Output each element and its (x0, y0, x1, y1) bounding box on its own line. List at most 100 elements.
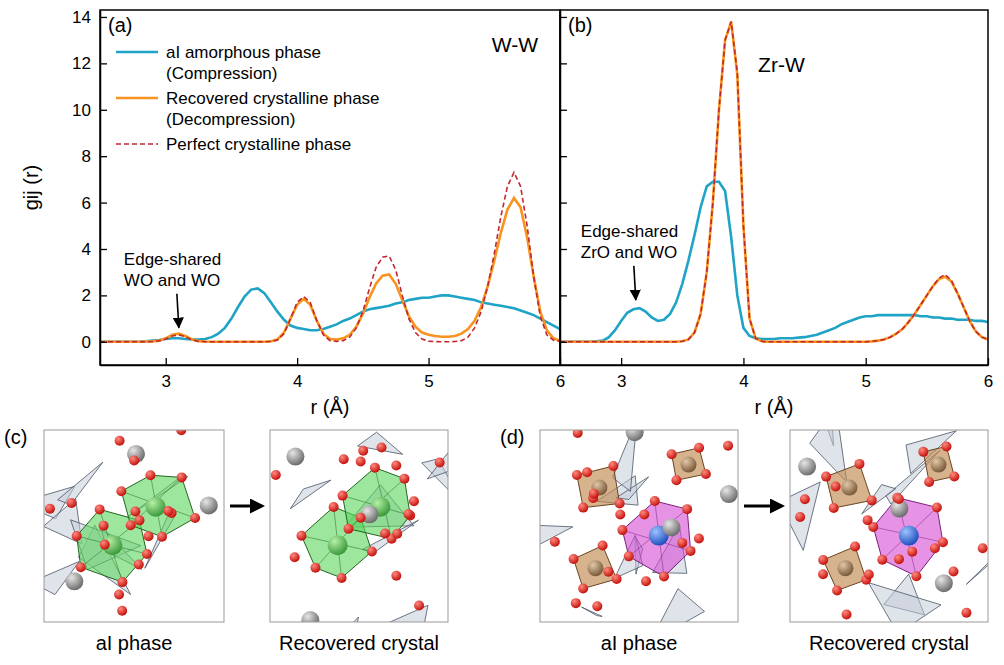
oxygen (177, 472, 187, 482)
y-tick-mark (560, 202, 567, 203)
oxygen (659, 572, 669, 582)
y-tick-mark (560, 295, 567, 296)
axis-line (101, 365, 561, 367)
x-tick-label: 5 (424, 372, 433, 391)
transition-arrow (744, 505, 782, 508)
plot-lines (100, 172, 560, 341)
axis-line (561, 365, 989, 367)
oxygen (377, 442, 387, 452)
background-polyhedron (58, 462, 103, 505)
legend-label: aI amorphous phase(Compression) (166, 43, 321, 83)
y-tick-label: 10 (72, 101, 91, 120)
polyhedron (301, 507, 371, 578)
oxygen (615, 499, 625, 509)
y-tick-label: 14 (72, 8, 91, 27)
oxygen (163, 506, 173, 516)
oxygen (337, 573, 347, 583)
background-polyhedron (790, 482, 820, 550)
x-axis: 3456 (101, 358, 566, 391)
y-tick: 10 (72, 101, 107, 120)
oxygen (310, 563, 320, 573)
y-axis-title: gij (r) (20, 165, 42, 211)
oxygen (854, 459, 864, 469)
oxygen (617, 525, 627, 535)
polyhedron-edge (629, 509, 687, 556)
background-polyhedron (540, 524, 573, 547)
y-tick-mark (560, 110, 567, 111)
x-tick: 4 (739, 358, 748, 391)
x-tick: 3 (617, 358, 626, 391)
cation (200, 496, 218, 514)
y-axis (560, 11, 567, 366)
oxygen (67, 498, 77, 508)
structure-image (540, 430, 738, 622)
oxygen (95, 504, 105, 514)
y-tick: 2 (82, 286, 107, 305)
oxygen (682, 504, 692, 514)
oxygen (550, 537, 560, 547)
oxygen (356, 513, 366, 523)
oxygen (414, 600, 424, 610)
cation (837, 560, 853, 576)
y-tick-label: 2 (82, 286, 91, 305)
oxygen (117, 577, 127, 587)
cation (681, 457, 697, 473)
panel-label: (a) (108, 14, 132, 36)
x-tick-mark (297, 358, 298, 365)
oxygen (126, 520, 136, 530)
image-border (540, 430, 738, 622)
oxygen (863, 515, 873, 525)
oxygen (701, 469, 711, 479)
legend-label: Recovered crystalline phase(Decompressio… (166, 89, 380, 129)
image-ground (540, 430, 738, 622)
oxygen (403, 509, 413, 519)
oxygen (894, 494, 904, 504)
y-tick: 14 (72, 8, 107, 27)
series-line (100, 172, 560, 341)
oxygen (114, 589, 124, 599)
background-polyhedron (44, 499, 82, 544)
oxygen (271, 470, 281, 480)
x-tick-label: 5 (861, 372, 870, 391)
oxygen (829, 503, 839, 513)
panel-label: (b) (568, 14, 592, 36)
oxygen (612, 574, 622, 584)
cation (841, 480, 857, 496)
polyhedron (121, 475, 195, 537)
transition-arrow (230, 505, 262, 508)
x-tick-label: 6 (556, 372, 565, 391)
oxygen (116, 486, 126, 496)
y-axis: 02468101214 (72, 8, 107, 366)
polyhedron (343, 468, 411, 539)
figure: 345602468101214r (Å)gij (r)(a)W-WEdge-sh… (0, 0, 1004, 665)
oxygen (578, 584, 588, 594)
oxygen (907, 547, 917, 557)
plot-frame (100, 10, 560, 365)
oxygen (911, 571, 921, 581)
cation (899, 526, 919, 546)
cation (146, 497, 166, 517)
oxygen (938, 537, 948, 547)
y-tick-mark (100, 17, 107, 18)
x-tick: 3 (161, 358, 170, 391)
image-border (44, 430, 224, 622)
cation (286, 448, 304, 466)
panel: 3456r (Å)(b)Zr-WEdge-sharedZrO and WO (560, 10, 993, 418)
oxygen (867, 495, 877, 505)
y-tick-label: 6 (82, 194, 91, 213)
y-tick-label: 12 (72, 54, 91, 73)
polyhedron (77, 509, 147, 582)
x-tick: 6 (984, 358, 993, 391)
y-tick (560, 249, 567, 250)
series-line (560, 22, 988, 342)
legend-label: Perfect crystalline phase (166, 135, 351, 154)
oxygen (435, 457, 445, 467)
oxygen (832, 585, 842, 595)
oxygen (370, 463, 380, 473)
x-tick-label: 3 (617, 372, 626, 391)
legend-swatch (116, 97, 158, 100)
oxygen (72, 531, 82, 541)
y-tick (560, 110, 567, 111)
y-tick-label: 0 (82, 333, 91, 352)
plot-frame (560, 10, 988, 365)
